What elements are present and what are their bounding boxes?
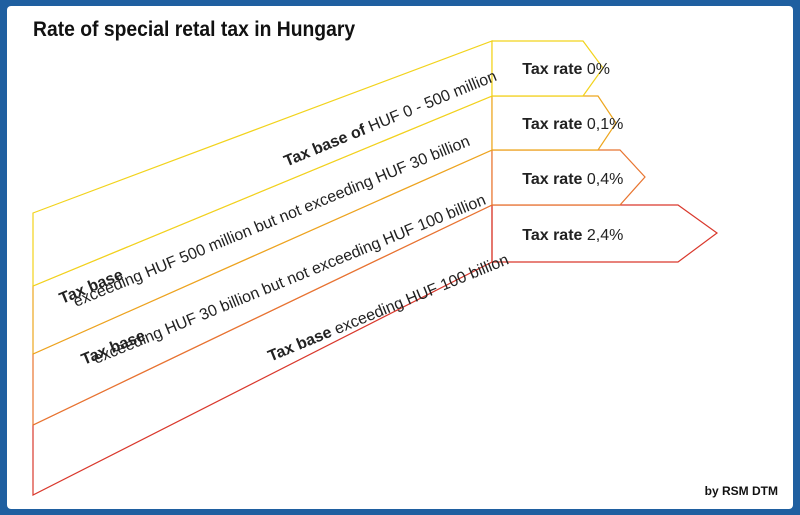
tier-3-band xyxy=(32,149,646,426)
tier-2-rate-label: Tax rate 0,1% xyxy=(500,116,637,133)
tier-4-rate-label: Tax rate 2,4% xyxy=(500,227,637,244)
tier-3-rate-label: Tax rate 0,4% xyxy=(500,171,637,188)
diagram-title: Rate of special retal tax in Hungary xyxy=(33,18,356,41)
tier-4-rate-arrow xyxy=(491,204,719,263)
tier-1-rate-arrow xyxy=(491,40,604,97)
tier-1-rate-label: Tax rate 0% xyxy=(500,61,623,78)
tier-1-band xyxy=(32,40,604,287)
credit-byline: by RSM DTM xyxy=(704,484,778,498)
